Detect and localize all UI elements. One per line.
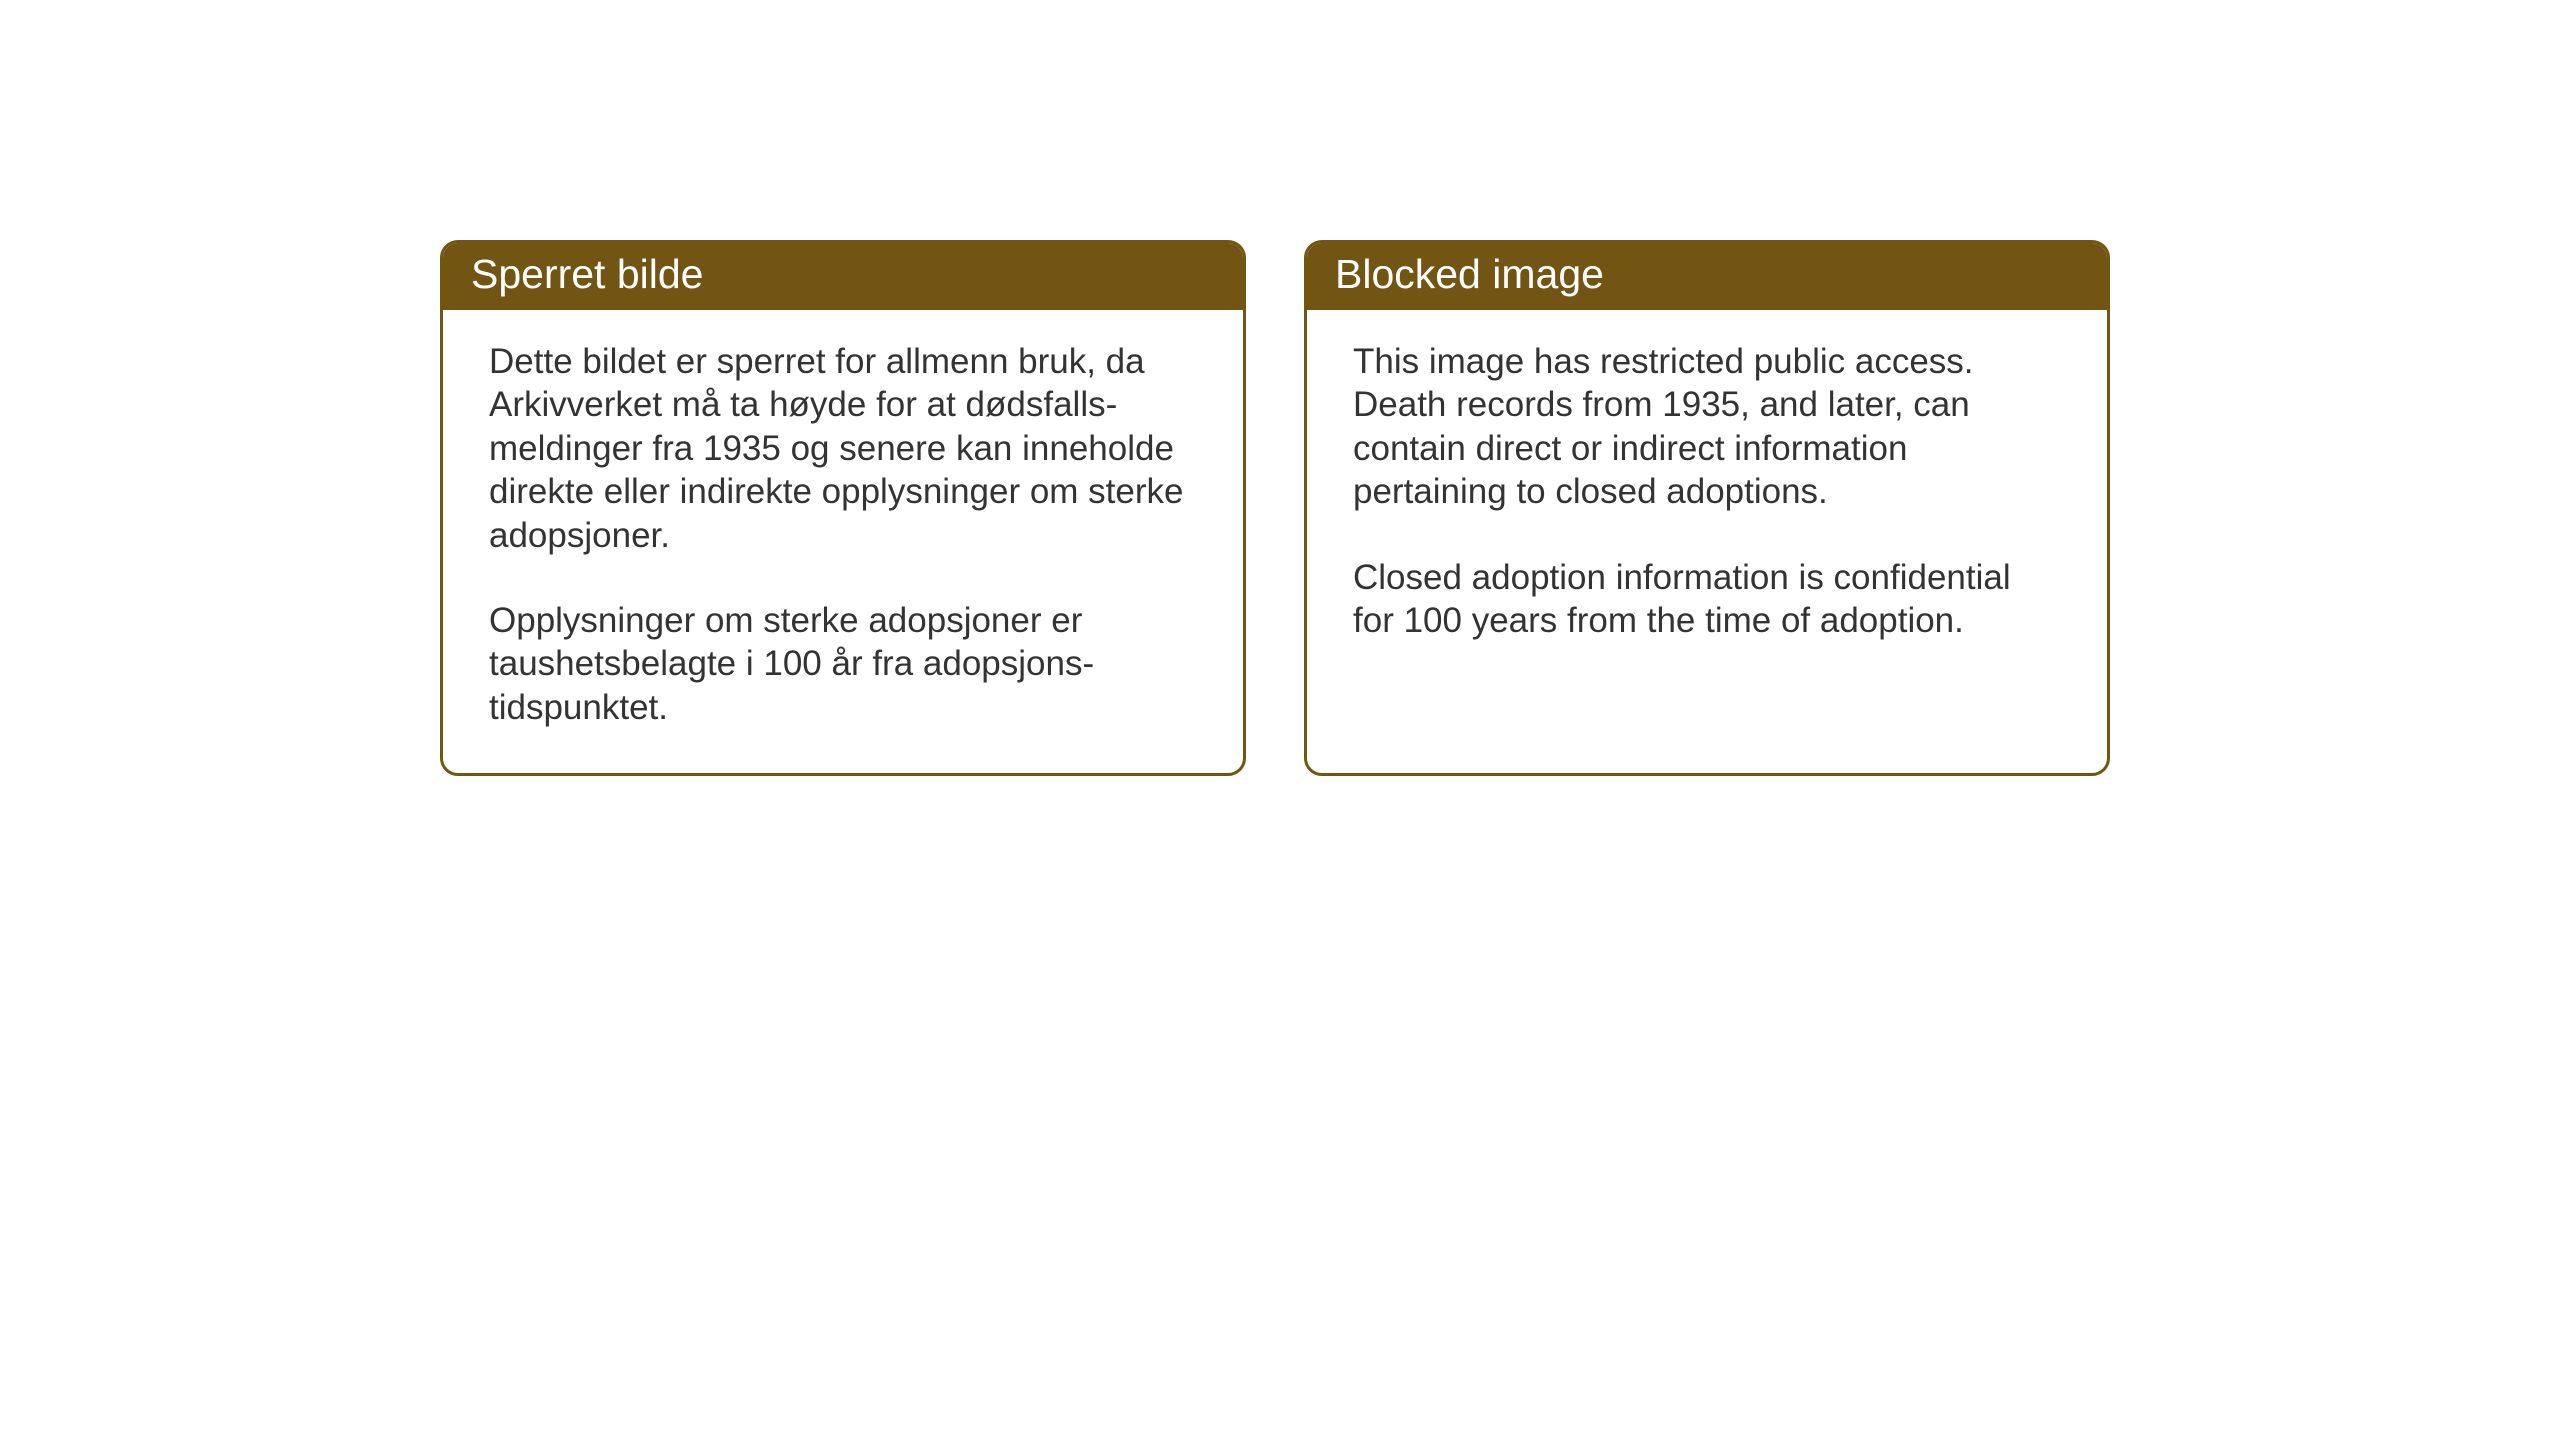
card-body-norwegian: Dette bildet er sperret for allmenn bruk… <box>443 310 1243 773</box>
card-body-english: This image has restricted public access.… <box>1307 310 2107 686</box>
card-english: Blocked image This image has restricted … <box>1304 240 2110 776</box>
card-title-english: Blocked image <box>1335 251 1604 297</box>
card-paragraph-2-english: Closed adoption information is confident… <box>1353 556 2061 643</box>
card-header-norwegian: Sperret bilde <box>443 243 1243 310</box>
card-paragraph-1-english: This image has restricted public access.… <box>1353 340 2061 514</box>
card-paragraph-2-norwegian: Opplysninger om sterke adopsjoner er tau… <box>489 599 1197 729</box>
card-header-english: Blocked image <box>1307 243 2107 310</box>
card-paragraph-1-norwegian: Dette bildet er sperret for allmenn bruk… <box>489 340 1197 557</box>
card-title-norwegian: Sperret bilde <box>471 251 703 297</box>
cards-container: Sperret bilde Dette bildet er sperret fo… <box>440 240 2110 776</box>
card-norwegian: Sperret bilde Dette bildet er sperret fo… <box>440 240 1246 776</box>
